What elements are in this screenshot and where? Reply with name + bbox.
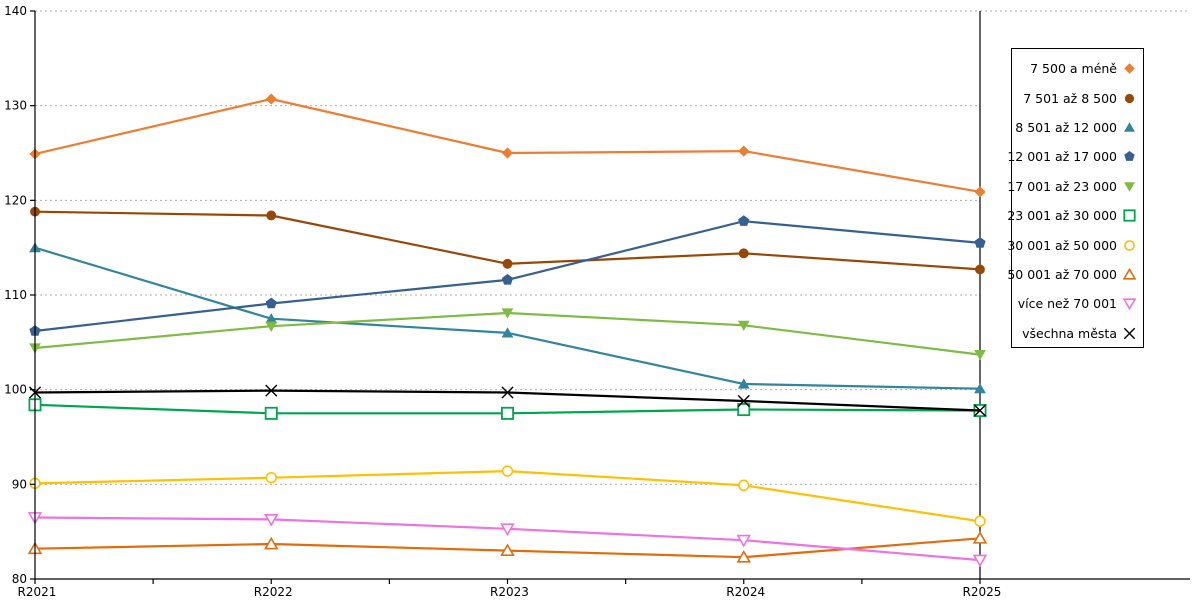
x-tick-label: R2025 (963, 585, 1002, 599)
series-9 (28, 384, 987, 417)
series-5 (28, 398, 987, 420)
triangle-down-marker-icon (1124, 181, 1135, 192)
legend-item: 30 001 až 50 000 (1007, 230, 1137, 259)
legend-item: 12 001 až 17 000 (1007, 142, 1137, 171)
y-tick-label: 100 (4, 383, 27, 397)
triangle-up-marker-icon (1122, 267, 1137, 280)
x-tick-label: R2022 (254, 585, 293, 599)
legend: 7 500 a méně 7 501 až 8 500 8 501 až 12 00… (1007, 48, 1144, 348)
y-tick-label: 90 (12, 477, 27, 491)
legend-label: 7 501 až 8 500 (1023, 90, 1117, 106)
legend-item: 17 001 až 23 000 (1007, 172, 1137, 201)
legend-label: 50 001 až 70 000 (1007, 266, 1117, 282)
series-6 (29, 465, 986, 527)
y-tick-label: 110 (4, 288, 27, 302)
legend-label: 7 500 a méně (1030, 61, 1117, 77)
y-tick-label: 130 (4, 99, 27, 113)
legend-label: 8 501 až 12 000 (1015, 119, 1117, 135)
series-1 (30, 206, 985, 275)
triangle-down-marker-icon (1122, 298, 1137, 311)
legend-label: 23 001 až 30 000 (1007, 208, 1117, 224)
circle-marker-icon (1124, 93, 1135, 103)
y-tick-label: 140 (4, 4, 27, 18)
series-0 (29, 93, 986, 198)
y-tick-label: 120 (4, 193, 27, 207)
legend-item: 50 001 až 70 000 (1007, 260, 1137, 289)
legend-label: 30 001 až 50 000 (1007, 237, 1117, 253)
legend-item: všechna města (1016, 319, 1137, 348)
series-8 (27, 512, 988, 568)
series-4 (29, 308, 986, 361)
series-line (34, 97, 981, 193)
legend-item: 7 501 až 8 500 (1016, 83, 1137, 112)
diamond-marker-icon (1124, 63, 1135, 74)
pentagon-marker-icon (1124, 151, 1135, 162)
series-7 (27, 531, 988, 563)
circle-marker-icon (1124, 239, 1135, 251)
series-line (34, 469, 981, 523)
legend-label: 12 001 až 17 000 (1007, 149, 1117, 165)
legend-item: 23 001 až 30 000 (1007, 201, 1137, 230)
triangle-up-marker-icon (1124, 122, 1135, 132)
x-tick-label: R2024 (726, 585, 765, 599)
legend-label: 17 001 až 23 000 (1007, 178, 1117, 194)
y-tick-label: 80 (12, 572, 27, 586)
legend-label: všechna města (1022, 325, 1117, 341)
x-tick-label: R2021 (18, 585, 57, 599)
legend-label: více než 70 001 (1017, 296, 1117, 312)
x-tick-label: R2023 (490, 585, 529, 599)
legend-item: více než 70 001 (1016, 289, 1137, 318)
square-marker-icon (1123, 209, 1136, 222)
legend-item: 8 501 až 12 000 (1015, 113, 1137, 142)
legend-item: 7 500 a méně (1016, 54, 1137, 83)
x-marker-icon (1123, 327, 1136, 339)
